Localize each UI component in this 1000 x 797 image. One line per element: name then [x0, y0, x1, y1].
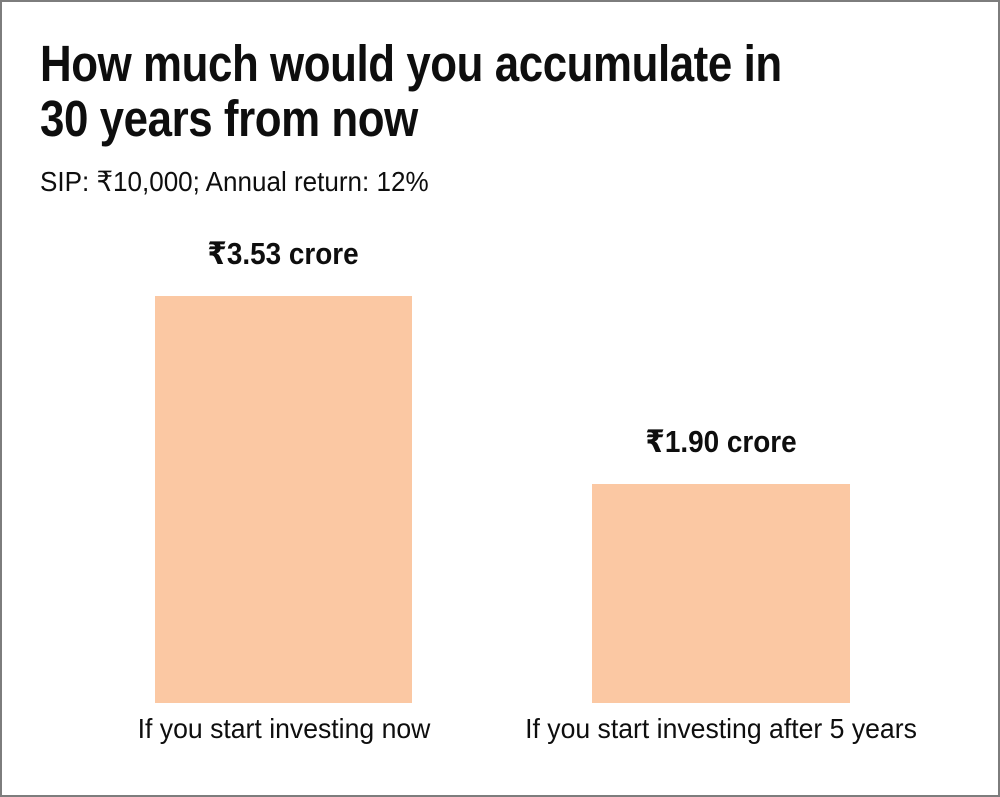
bar-invest-after-5-years: [592, 484, 850, 703]
bar-group-invest-now: ₹3.53 crore: [155, 236, 412, 703]
bar-invest-now: [155, 296, 412, 703]
value-label-invest-after-5-years: ₹1.90 crore: [645, 424, 797, 459]
bar-group-invest-after-5-years: ₹1.90 crore: [592, 424, 850, 703]
chart-subtitle: SIP: ₹10,000; Annual return: 12%: [40, 166, 429, 197]
value-label-invest-now: ₹3.53 crore: [207, 236, 360, 271]
category-label-invest-after-5-years: If you start investing after 5 years: [525, 713, 917, 744]
chart-title: How much would you accumulate in 30 year…: [40, 35, 782, 147]
category-label-invest-now: If you start investing now: [137, 713, 431, 744]
